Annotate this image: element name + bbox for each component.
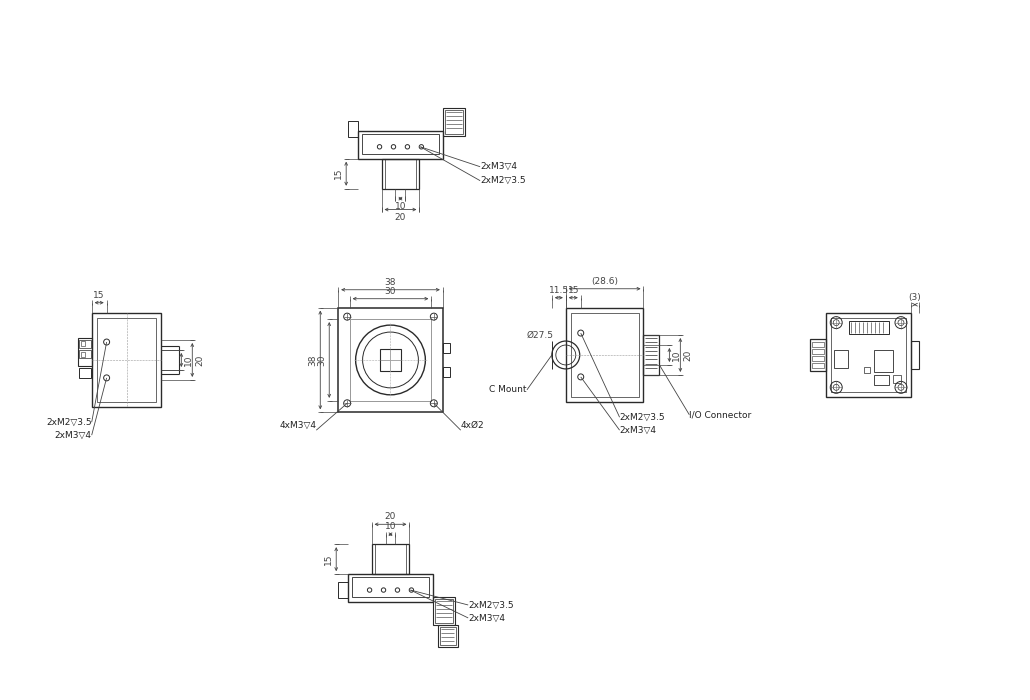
Bar: [813, 356, 824, 361]
Text: 38: 38: [385, 278, 397, 287]
Bar: [834, 350, 848, 368]
Bar: [338, 582, 348, 598]
Text: 20: 20: [385, 512, 397, 522]
Bar: [813, 363, 824, 368]
Bar: [338, 308, 443, 412]
Text: 10: 10: [673, 349, 682, 360]
Text: Ø27.5: Ø27.5: [526, 330, 553, 340]
Bar: [644, 335, 659, 375]
Text: 4xØ2: 4xØ2: [460, 421, 484, 430]
Bar: [80, 352, 84, 357]
Text: 2xM3▽4: 2xM3▽4: [620, 426, 656, 435]
Bar: [440, 627, 455, 645]
Text: 10: 10: [394, 202, 406, 211]
Text: (28.6): (28.6): [591, 276, 618, 286]
Bar: [348, 121, 358, 136]
Bar: [811, 339, 826, 371]
Text: 10: 10: [385, 522, 397, 531]
Text: 15: 15: [94, 290, 105, 300]
Text: 10: 10: [184, 354, 194, 365]
Bar: [813, 342, 824, 347]
Bar: [443, 343, 450, 353]
Text: 2xM2▽3.5: 2xM2▽3.5: [469, 601, 514, 610]
Bar: [911, 341, 919, 369]
Bar: [363, 134, 439, 154]
Bar: [873, 375, 889, 385]
Bar: [97, 318, 157, 402]
Bar: [92, 313, 162, 407]
Bar: [831, 318, 906, 392]
Text: 15: 15: [324, 554, 334, 565]
Bar: [349, 319, 432, 401]
Bar: [873, 350, 893, 372]
Text: 11.5: 11.5: [549, 286, 569, 295]
Bar: [445, 110, 462, 134]
Text: 2xM3▽4: 2xM3▽4: [55, 430, 92, 440]
Bar: [443, 367, 450, 377]
Text: 20: 20: [394, 213, 406, 221]
Text: 2xM3▽4: 2xM3▽4: [469, 613, 505, 622]
Bar: [435, 599, 453, 623]
Bar: [78, 340, 91, 348]
Bar: [443, 108, 465, 136]
Text: (3): (3): [908, 293, 921, 302]
Bar: [78, 368, 91, 378]
Bar: [863, 367, 869, 373]
Text: 30: 30: [385, 287, 397, 295]
Bar: [77, 338, 92, 366]
Bar: [826, 313, 911, 398]
Bar: [80, 341, 84, 346]
Text: 15: 15: [334, 168, 343, 179]
Text: 2xM3▽4: 2xM3▽4: [480, 162, 517, 172]
Bar: [813, 349, 824, 354]
Bar: [379, 349, 402, 371]
Bar: [433, 597, 454, 625]
Bar: [352, 577, 428, 597]
Bar: [849, 321, 889, 334]
Bar: [358, 131, 443, 159]
Bar: [78, 350, 91, 358]
Text: 30: 30: [317, 354, 327, 365]
Bar: [565, 308, 644, 402]
Text: 20: 20: [683, 349, 692, 360]
Text: 15: 15: [568, 286, 579, 295]
Text: 38: 38: [308, 354, 317, 365]
Text: 4xM3▽4: 4xM3▽4: [279, 421, 316, 430]
Text: I/O Connector: I/O Connector: [689, 410, 752, 419]
Bar: [381, 159, 419, 188]
Bar: [372, 544, 409, 574]
Bar: [571, 313, 639, 398]
Text: 2xM2▽3.5: 2xM2▽3.5: [480, 176, 525, 186]
Text: 2xM2▽3.5: 2xM2▽3.5: [46, 418, 92, 427]
Text: 20: 20: [196, 354, 204, 365]
Text: 2xM2▽3.5: 2xM2▽3.5: [620, 413, 665, 421]
Bar: [348, 574, 433, 602]
Bar: [893, 375, 901, 383]
Bar: [438, 625, 457, 647]
Text: C Mount: C Mount: [489, 385, 527, 394]
